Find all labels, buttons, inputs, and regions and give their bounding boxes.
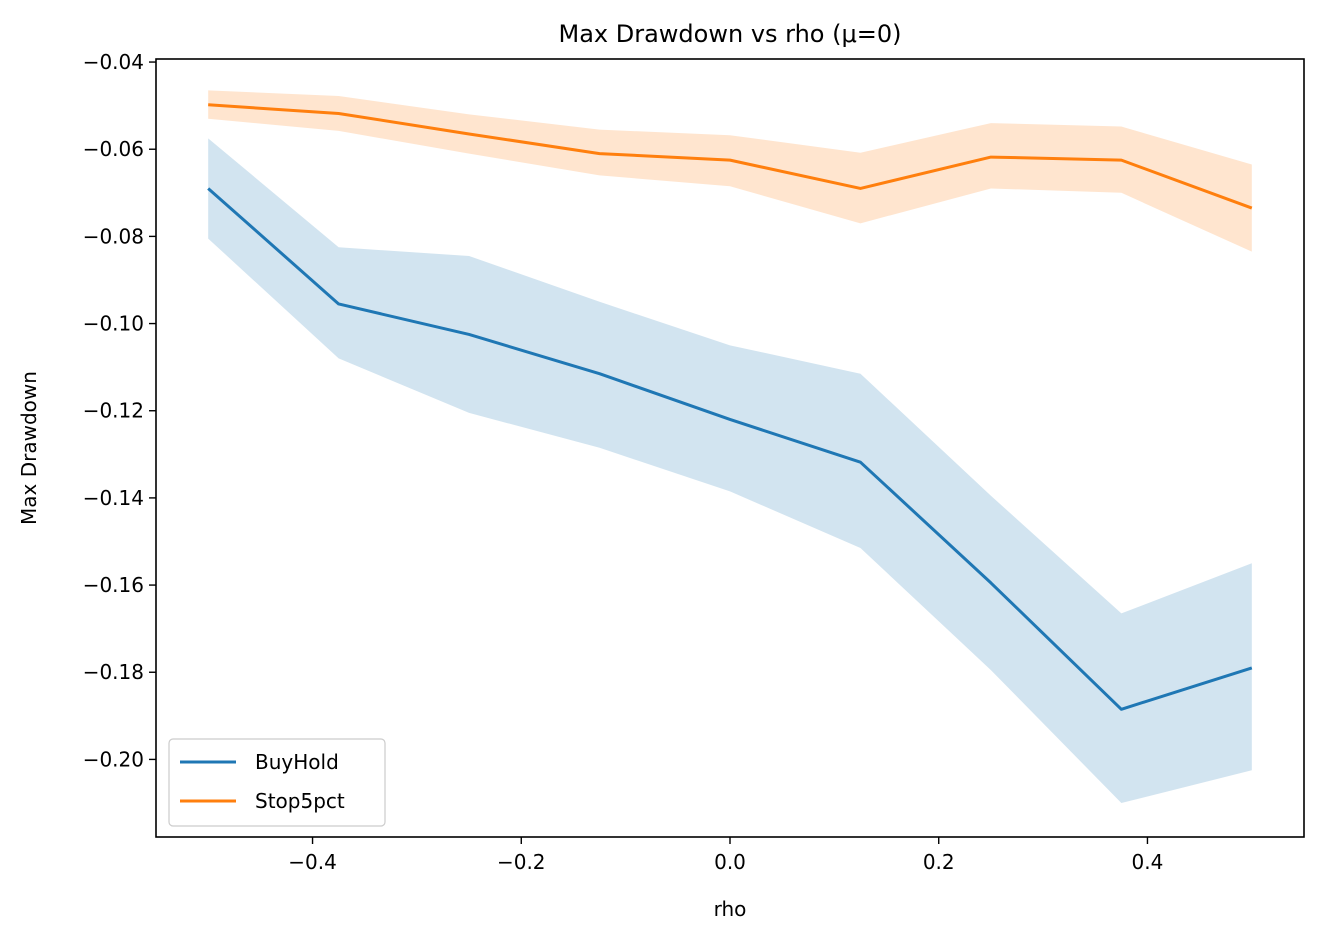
x-tick-label: −0.2 bbox=[497, 850, 546, 874]
y-tick-label: −0.06 bbox=[83, 137, 144, 161]
band-stop5pct bbox=[208, 90, 1252, 252]
legend: BuyHold Stop5pct bbox=[168, 738, 386, 827]
x-axis-ticks: −0.4 −0.2 0.0 0.2 0.4 bbox=[288, 837, 1163, 874]
y-tick-label: −0.12 bbox=[83, 399, 144, 423]
y-tick-label: −0.14 bbox=[83, 486, 144, 510]
series-lines bbox=[207, 103, 1253, 711]
confidence-bands bbox=[208, 90, 1252, 803]
y-axis-label: Max Drawdown bbox=[17, 371, 41, 525]
y-tick-label: −0.04 bbox=[83, 50, 144, 74]
x-tick-label: 0.4 bbox=[1132, 850, 1164, 874]
line-buyhold bbox=[207, 187, 1253, 711]
band-buyhold bbox=[208, 138, 1252, 803]
y-tick-label: −0.16 bbox=[83, 573, 144, 597]
x-tick-label: 0.2 bbox=[923, 850, 955, 874]
x-axis-label: rho bbox=[714, 897, 747, 921]
y-tick-label: −0.20 bbox=[83, 747, 144, 771]
y-tick-label: −0.18 bbox=[83, 660, 144, 684]
chart-title: Max Drawdown vs rho (μ=0) bbox=[559, 20, 902, 48]
line-stop5pct bbox=[208, 103, 1253, 210]
legend-label-buyhold: BuyHold bbox=[255, 750, 339, 774]
y-tick-label: −0.08 bbox=[83, 224, 144, 248]
x-tick-label: 0.0 bbox=[714, 850, 746, 874]
y-tick-label: −0.10 bbox=[83, 312, 144, 336]
y-axis-ticks: −0.04 −0.06 −0.08 −0.10 −0.12 −0.14 −0.16 −0.18… bbox=[83, 50, 156, 771]
legend-label-stop5pct: Stop5pct bbox=[255, 789, 345, 813]
x-tick-label: −0.4 bbox=[288, 850, 337, 874]
